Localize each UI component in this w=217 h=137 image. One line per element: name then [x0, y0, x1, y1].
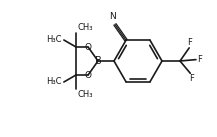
Text: H₃C: H₃C [46, 35, 62, 45]
Text: F: F [188, 38, 192, 47]
Text: CH₃: CH₃ [77, 90, 92, 99]
Text: F: F [197, 55, 202, 64]
Text: B: B [95, 56, 101, 66]
Text: O: O [85, 71, 92, 79]
Text: F: F [189, 74, 194, 83]
Text: N: N [109, 12, 116, 21]
Text: O: O [85, 42, 92, 52]
Text: H₃C: H₃C [46, 78, 62, 86]
Text: CH₃: CH₃ [77, 23, 92, 32]
